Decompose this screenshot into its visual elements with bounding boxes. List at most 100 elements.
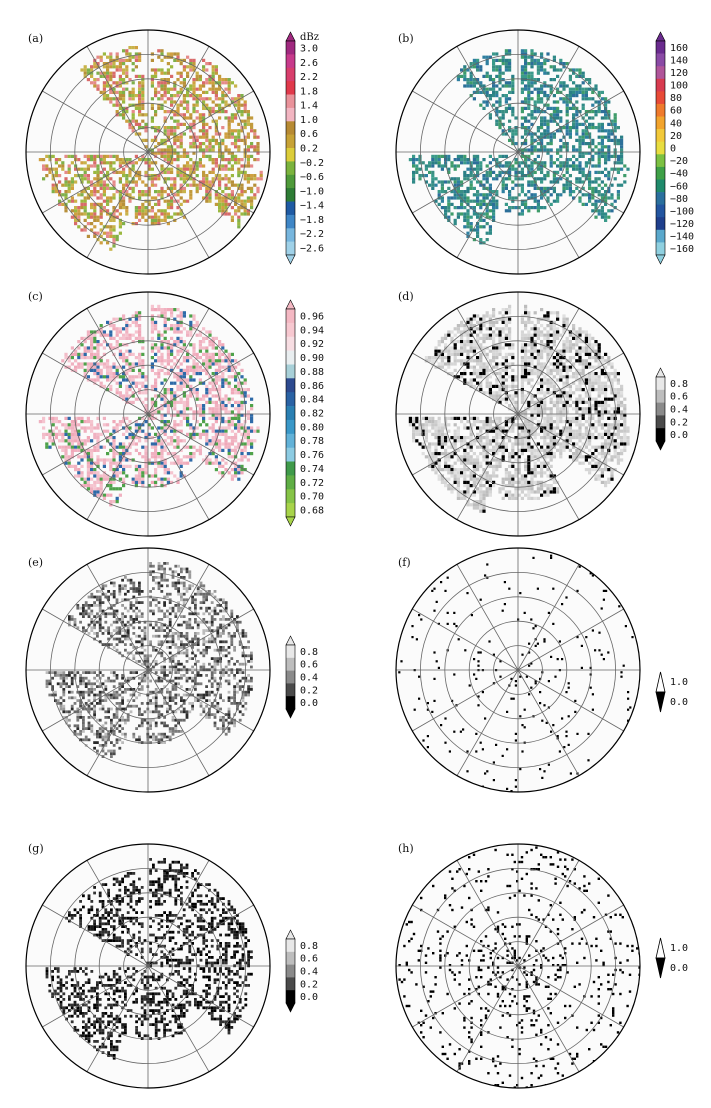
- azimuth-line: [86, 46, 149, 153]
- azimuth-line: [86, 965, 149, 1072]
- azimuth-line: [147, 564, 210, 671]
- colorbar-tick-label: 0.6: [300, 129, 318, 140]
- colorbar-extend-min: [285, 1002, 296, 1013]
- azimuth-line: [147, 860, 210, 967]
- azimuth-line: [517, 965, 624, 1028]
- outer-range-ring: [395, 547, 641, 793]
- colorbar-swatch: [286, 964, 295, 978]
- colorbar-swatch: [656, 389, 665, 403]
- colorbar-tick-label: 0.6: [670, 392, 688, 403]
- colorbar-tick-label: 2.6: [300, 58, 318, 69]
- colorbar-tick-label: 40: [670, 118, 682, 129]
- colorbar-swatch: [286, 378, 295, 393]
- colorbar-swatch: [286, 107, 295, 122]
- azimuth-line: [517, 904, 624, 967]
- azimuth-line: [42, 151, 149, 214]
- colorbar-swatch: [286, 951, 295, 965]
- colorbar-swatch: [656, 154, 665, 168]
- colorbar-swatch: [286, 121, 295, 135]
- colorbar-tick-label: 0.72: [300, 478, 324, 489]
- azimuth-line: [456, 669, 519, 776]
- azimuth-line: [86, 860, 149, 967]
- colorbar-tick-label: 3.0: [300, 44, 318, 55]
- colorbar-swatch: [656, 53, 665, 67]
- colorbar-swatch: [286, 309, 295, 324]
- colorbar: 1.0 0.0: [655, 937, 688, 979]
- azimuth-line: [86, 669, 149, 776]
- colorbar-swatch: [286, 174, 295, 189]
- colorbar-tick-label: 0.90: [300, 353, 324, 364]
- colorbar-swatch: [286, 94, 295, 109]
- colorbar-tick-label: 1.0: [300, 115, 318, 126]
- colorbar-swatch: [656, 192, 665, 205]
- colorbar-tick-label: 140: [670, 55, 688, 66]
- colorbar-swatch: [656, 166, 665, 180]
- colorbar-tick-label: 0.8: [300, 647, 318, 658]
- colorbar-tick-label: 0.0: [670, 697, 688, 708]
- colorbar-tick-label: 0.2: [300, 685, 318, 696]
- colorbar-swatch: [286, 475, 295, 490]
- colorbar-swatch: [656, 66, 665, 80]
- colorbar-swatch: [286, 188, 295, 202]
- colorbar-tick-label: −80: [670, 194, 688, 205]
- colorbar-swatch: [286, 134, 295, 149]
- colorbar-tick-label: 20: [670, 131, 682, 142]
- azimuth-line: [517, 413, 624, 476]
- colorbar-unit: dBz: [300, 32, 319, 43]
- echo-field: [398, 846, 640, 1088]
- azimuth-line: [42, 90, 149, 153]
- panel-label: (a): [28, 32, 43, 45]
- colorbar-tick-label: 0.2: [300, 979, 318, 990]
- colorbar-swatch: [286, 161, 295, 176]
- panel-d: (d) 0.8 0.6 0.40.2 0.0: [395, 290, 688, 537]
- azimuth-line: [147, 904, 254, 967]
- colorbar-swatch: [656, 78, 665, 92]
- colorbar-tick-label: −2.6: [300, 243, 324, 254]
- colorbar-tick-label: −100: [670, 206, 694, 217]
- colorbar: 0.8 0.6 0.40.2 0.0: [285, 635, 318, 719]
- panel-label: (h): [398, 842, 414, 855]
- panel-label: (d): [398, 290, 414, 303]
- colorbar-swatch: [286, 419, 295, 435]
- colorbar-tick-label: 1.4: [300, 101, 318, 112]
- colorbar-tick-label: 0: [670, 144, 676, 155]
- azimuth-line: [147, 413, 210, 520]
- colorbar-tick-label: 0.84: [300, 395, 324, 406]
- outer-range-ring: [25, 547, 271, 793]
- colorbar-swatch: [286, 228, 295, 242]
- azimuth-line: [456, 965, 519, 1072]
- panel-label: (f): [398, 556, 411, 569]
- colorbar-extend-max: [285, 929, 296, 940]
- colorbar-swatch: [656, 41, 665, 54]
- azimuth-line: [147, 965, 210, 1072]
- colorbar-tick-label: 0.0: [670, 430, 688, 441]
- colorbar-tick-label: 160: [670, 43, 688, 54]
- azimuth-line: [517, 308, 580, 415]
- colorbar-extend-min: [285, 708, 296, 719]
- colorbar-swatch: [286, 350, 295, 365]
- azimuth-line: [456, 564, 519, 671]
- colorbar-extend-max: [285, 635, 296, 646]
- azimuth-line: [517, 413, 580, 520]
- colorbar-tick-label: 1.0: [670, 943, 688, 954]
- azimuth-line: [517, 46, 580, 153]
- colorbar-tick-label: 0.8: [670, 379, 688, 390]
- outer-range-ring: [395, 29, 641, 275]
- colorbar-swatch: [655, 937, 666, 959]
- azimuth-line: [517, 965, 580, 1072]
- colorbar: 0.8 0.6 0.40.2 0.0: [655, 367, 688, 451]
- azimuth-line: [412, 904, 519, 967]
- azimuth-line: [42, 965, 149, 1028]
- azimuth-line: [517, 564, 580, 671]
- colorbar-swatch: [286, 67, 295, 82]
- colorbar-tick-label: −40: [670, 169, 688, 180]
- colorbar: 0.8 0.6 0.40.2 0.0: [285, 929, 318, 1013]
- colorbar-swatch: [286, 696, 295, 710]
- colorbar-tick-label: −0.2: [300, 158, 324, 169]
- colorbar-swatch: [286, 645, 295, 659]
- colorbar-tick-label: 0.82: [300, 409, 324, 420]
- azimuth-line: [412, 965, 519, 1028]
